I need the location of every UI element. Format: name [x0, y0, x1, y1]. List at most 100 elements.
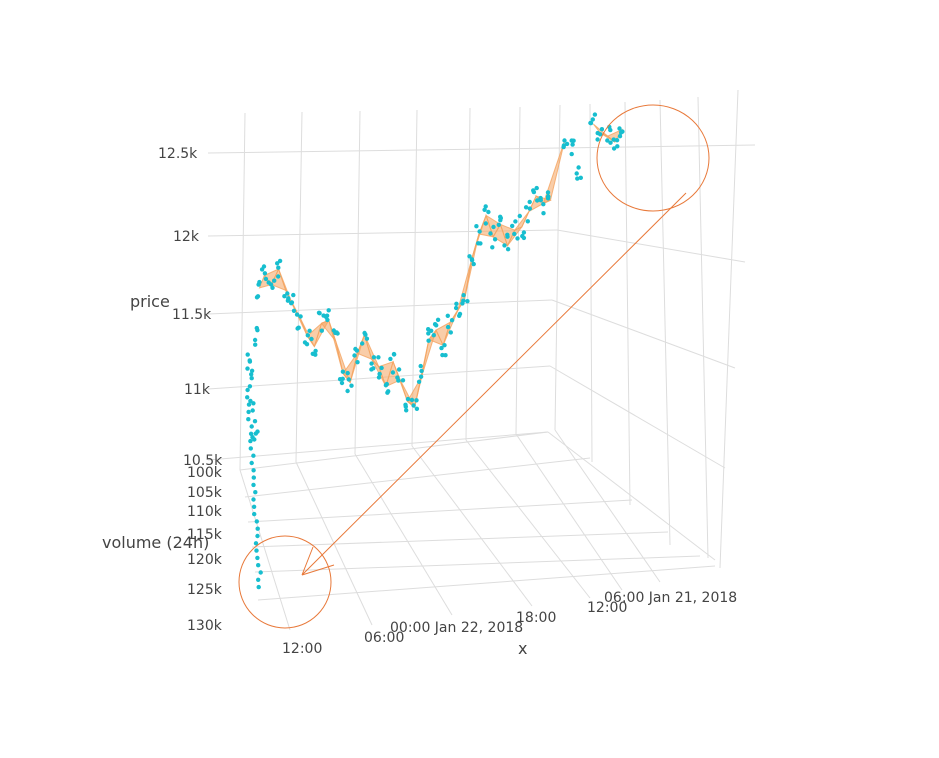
x-tick-label: 06:00 Jan 21, 2018: [604, 590, 737, 606]
data-point: [340, 376, 345, 381]
y-axis-title: price: [130, 292, 170, 311]
data-point: [561, 143, 567, 148]
data-point: [257, 279, 262, 285]
data-point: [245, 366, 250, 371]
data-point: [251, 475, 256, 480]
data-point: [570, 142, 575, 147]
data-point: [354, 348, 360, 353]
data-point: [510, 223, 515, 229]
data-point: [490, 245, 495, 250]
data-point: [352, 353, 357, 358]
data-point: [615, 144, 620, 149]
data-point: [465, 299, 470, 304]
data-point: [448, 330, 453, 335]
data-point: [253, 431, 258, 436]
data-point: [349, 383, 354, 388]
data-point: [277, 258, 283, 264]
data-point: [617, 126, 622, 131]
data-point: [282, 294, 287, 299]
data-point: [396, 367, 402, 372]
data-point: [316, 310, 322, 315]
data-point: [251, 453, 256, 458]
data-point: [486, 209, 491, 215]
data-point: [525, 219, 530, 224]
data-point: [255, 526, 260, 531]
data-point: [376, 355, 381, 360]
volume-tick-label: 105k: [187, 485, 223, 501]
data-point: [578, 175, 583, 180]
data-point: [418, 363, 423, 369]
data-point: [291, 292, 296, 298]
data-point: [409, 397, 415, 403]
data-point: [246, 417, 251, 422]
data-point: [562, 138, 567, 143]
data-point: [298, 314, 303, 319]
data-point: [488, 231, 493, 236]
data-point: [521, 230, 527, 235]
data-point: [531, 189, 537, 195]
price-tick-label: 12k: [173, 229, 200, 245]
data-point: [467, 254, 472, 259]
data-point: [253, 342, 258, 347]
data-point: [411, 403, 416, 408]
data-point: [286, 296, 291, 301]
data-point: [245, 352, 250, 357]
data-point: [248, 431, 254, 436]
price-tick-label: 10.5k: [183, 453, 223, 469]
data-point: [251, 401, 256, 406]
data-point: [363, 332, 368, 337]
data-point: [246, 402, 252, 407]
volume-tick-label: 125k: [187, 582, 223, 598]
data-point: [371, 355, 377, 360]
data-point: [263, 276, 269, 282]
data-point: [474, 224, 479, 229]
volume-tick-label: 110k: [187, 504, 223, 520]
data-point: [252, 337, 258, 343]
data-point: [453, 305, 459, 311]
data-point: [258, 570, 263, 575]
data-point: [482, 207, 487, 212]
data-point: [251, 504, 257, 509]
data-point: [426, 327, 431, 332]
data-point: [252, 419, 258, 424]
data-point: [400, 378, 406, 383]
volume-tick-label: 120k: [187, 552, 223, 568]
data-point: [426, 338, 431, 343]
data-point: [492, 237, 498, 242]
data-point: [432, 322, 438, 327]
annotation-circle: [596, 104, 710, 212]
data-point: [477, 229, 482, 234]
data-point: [505, 232, 510, 237]
data-point: [478, 241, 483, 246]
data-point: [588, 120, 593, 126]
data-point: [294, 312, 300, 317]
data-point: [261, 264, 267, 269]
data-point: [449, 318, 455, 323]
data-point: [246, 409, 251, 415]
data-point: [346, 377, 351, 382]
data-point: [285, 291, 290, 296]
data-point: [319, 328, 324, 333]
data-point: [391, 352, 397, 357]
data-point: [545, 190, 551, 195]
data-point: [345, 388, 350, 394]
data-point: [439, 345, 444, 351]
data-point: [545, 196, 551, 201]
data-point: [251, 482, 256, 488]
data-point: [608, 127, 613, 133]
data-point: [461, 293, 466, 298]
data-point: [249, 372, 254, 377]
data-point: [405, 396, 411, 402]
data-point: [289, 301, 294, 306]
data-point: [491, 224, 496, 230]
data-point: [457, 313, 462, 318]
data-point: [254, 548, 259, 553]
data-point: [595, 137, 600, 142]
data-point: [440, 352, 445, 358]
data-point: [383, 383, 389, 388]
data-point: [513, 219, 518, 224]
data-point: [442, 343, 447, 348]
data-point: [598, 132, 603, 137]
data-point: [376, 375, 382, 380]
